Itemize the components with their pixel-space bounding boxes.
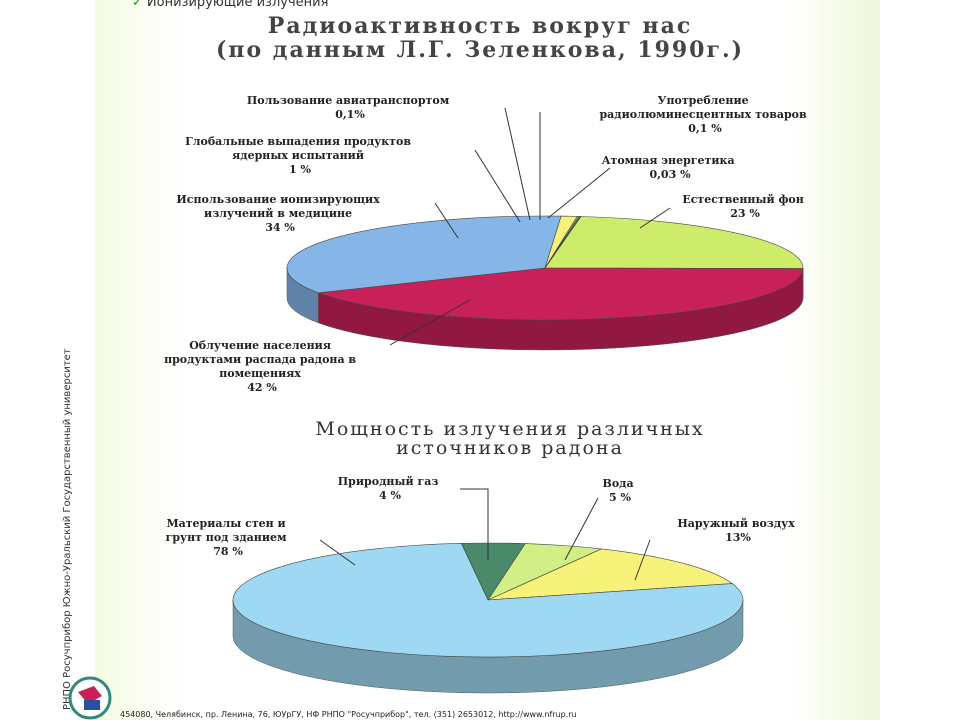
chart1-title-line1: Радиоактивность вокруг нас <box>267 13 693 39</box>
pie-slice-0 <box>544 216 804 269</box>
leader-nuclear-energy <box>547 167 611 219</box>
label-walls-ground: Материалы стен и грунт под зданием 78 % <box>166 517 291 558</box>
footer-address: 454080, Челябинск, пр. Ленина, 76, ЮУрГУ… <box>120 710 577 719</box>
leader-natural-background <box>639 207 671 229</box>
chart2-title-line2: источников радона <box>396 437 624 459</box>
header-subtitle: ✓ Ионизирующие излучения <box>132 0 328 10</box>
pie-slice-1 <box>318 267 804 321</box>
pie-slice-6 <box>544 216 582 269</box>
label-outdoor-air: Наружный воздух 13% <box>677 517 798 544</box>
leader-water <box>564 497 599 561</box>
label-water: Вода 5 % <box>603 477 638 504</box>
pie-slice-3 <box>232 543 744 658</box>
logo-icon <box>68 676 112 720</box>
label-radon-indoor: Облучение населения продуктами распада р… <box>164 339 360 394</box>
sidebar-text: РНПО Росучприбор Южно-Уральский Государс… <box>62 348 73 710</box>
pie-slice-2 <box>487 548 733 601</box>
chart1-labels: Пользование авиатранспортом 0,1% Употреб… <box>164 94 810 394</box>
label-radioluminescent: Употребление радиолюминесцентных товаров… <box>599 94 810 135</box>
leader-walls-ground <box>319 539 356 566</box>
chart2-labels: Природный газ 4 % Вода 5 % Наружный возд… <box>166 475 798 581</box>
chart1-title: Радиоактивность вокруг нас (по данным Л.… <box>180 14 780 62</box>
chart1-title-line2: (по данным Л.Г. Зеленкова, 1990г.) <box>215 37 745 63</box>
leader-radon-indoor <box>389 299 471 346</box>
leader-outdoor-air <box>634 539 651 581</box>
chart2-title-line1: Мощность излучения различных <box>315 418 705 440</box>
leader-aviation <box>504 107 531 221</box>
checkmark-icon: ✓ <box>132 0 143 10</box>
pie-slice-2 <box>286 215 562 294</box>
label-nuclear-tests: Глобальные выпадения продуктов ядерных и… <box>185 135 415 176</box>
pie-chart-radioactivity <box>286 215 804 351</box>
label-natural-background: Естественный фон 23 % <box>682 193 807 220</box>
leader-natural-gas <box>460 488 489 560</box>
pie-chart-radon-sources <box>232 542 744 694</box>
label-medicine: Использование ионизирующих излучений в м… <box>176 193 383 234</box>
leader-nuclear-tests <box>474 149 521 223</box>
sidebar-vertical-text: РНПО Росучприбор Южно-Уральский Государс… <box>62 348 82 710</box>
label-natural-gas: Природный газ 4 % <box>338 475 442 502</box>
header-subtitle-text: Ионизирующие излучения <box>146 0 329 10</box>
leader-medicine <box>434 202 459 239</box>
label-aviation: Пользование авиатранспортом 0,1% <box>247 94 453 121</box>
label-nuclear-energy: Атомная энергетика 0,03 % <box>602 154 739 181</box>
chart2-title: Мощность излучения различных источников … <box>210 420 810 458</box>
